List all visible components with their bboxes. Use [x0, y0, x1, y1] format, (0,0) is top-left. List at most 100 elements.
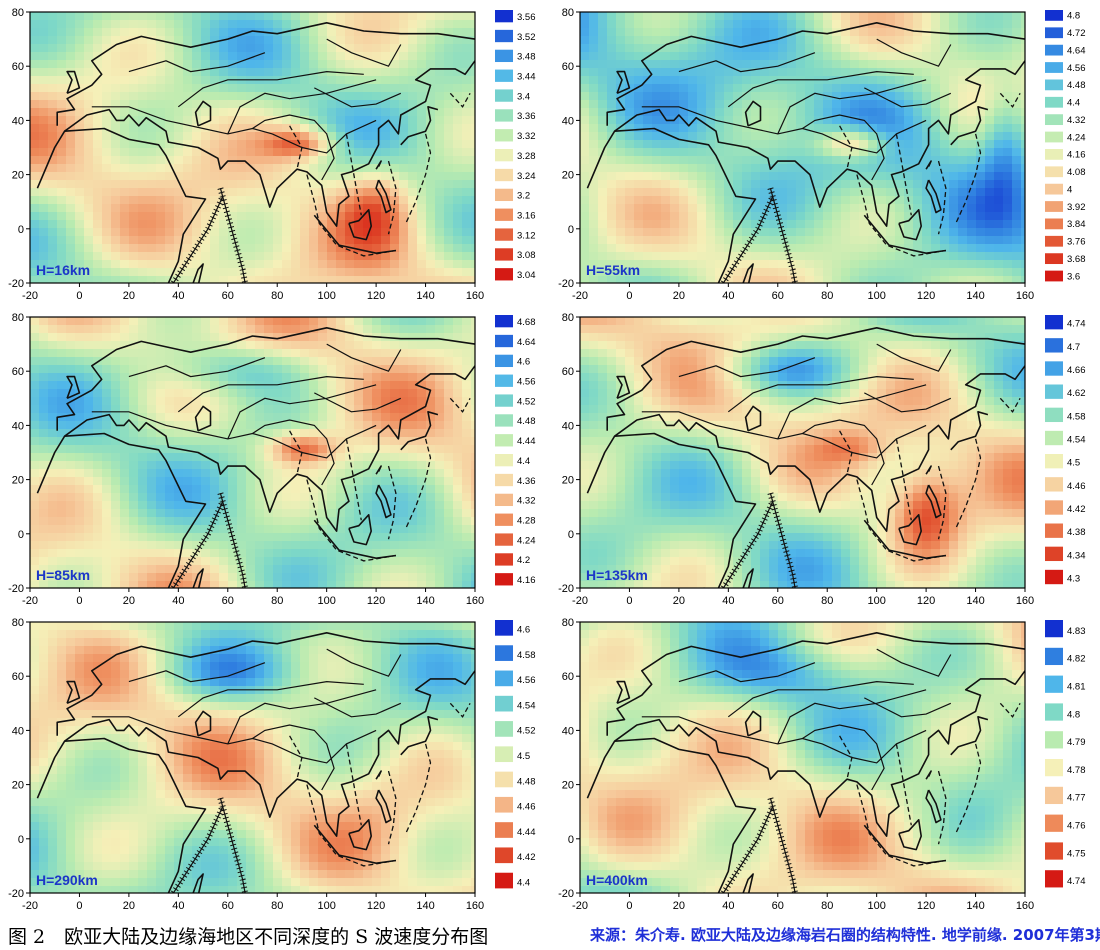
- colorbar-swatch: [495, 454, 513, 467]
- velocity-map-panel: -20 0 20 40 60 80 100 120 140 160 80 60 40 20 0 -20 H=85…: [0, 305, 550, 610]
- colorbar-swatch: [1045, 44, 1063, 56]
- colorbar-label: 3.12: [517, 230, 536, 241]
- colorbar-label: 4.48: [517, 416, 536, 427]
- x-tick-label: 60: [772, 595, 784, 607]
- x-tick-label: 80: [821, 595, 833, 607]
- depth-label: H=135km: [586, 567, 648, 583]
- colorbar-swatch: [495, 771, 513, 788]
- colorbar-label: 4.58: [517, 650, 536, 661]
- map-canvas: -20 0 20 40 60 80 100 120 140 160 80 60 40 20 0 -20 H=13…: [558, 312, 1086, 607]
- velocity-map-panel: -20 0 20 40 60 80 100 120 140 160 80 60 40 20 0 -20 H=55…: [550, 0, 1100, 305]
- colorbar: 4.68 4.64 4.6 4.56 4.52 4.48 4.44 4.4 4.36 4.32 4.…: [495, 315, 536, 586]
- x-tick-label: 120: [367, 900, 385, 912]
- colorbar-swatch: [495, 149, 513, 162]
- colorbar-swatch: [495, 695, 513, 712]
- x-tick-label: 40: [172, 595, 184, 607]
- x-tick-label: 160: [1016, 900, 1034, 912]
- coastline-overlay: [36, 22, 475, 283]
- x-tick-label: 160: [466, 900, 484, 912]
- x-tick-label: 0: [626, 900, 632, 912]
- colorbar-swatch: [1045, 235, 1063, 247]
- colorbar-swatch: [1045, 384, 1063, 399]
- colorbar-swatch: [1045, 870, 1063, 888]
- x-tick-label: 0: [76, 900, 82, 912]
- colorbar-label: 4.38: [1067, 527, 1086, 538]
- colorbar-swatch: [495, 168, 513, 182]
- colorbar-swatch: [1045, 218, 1063, 230]
- colorbar-swatch: [495, 109, 513, 122]
- colorbar-swatch: [1045, 759, 1063, 777]
- x-tick-label: 100: [867, 290, 885, 302]
- source-citation: 来源：朱介寿. 欧亚大陆及边缘海岩石圈的结构特性. 地学前缘. 2007年第3期: [590, 926, 1100, 944]
- colorbar-label: 4.24: [517, 535, 536, 546]
- x-tick-label: 60: [772, 900, 784, 912]
- x-tick-label: 80: [271, 595, 283, 607]
- colorbar-swatch: [1045, 131, 1063, 143]
- colorbar-swatch: [495, 670, 513, 687]
- colorbar-swatch: [495, 872, 513, 889]
- y-tick-label: 0: [568, 834, 574, 846]
- colorbar-swatch: [495, 89, 513, 102]
- y-tick-label: 40: [562, 115, 574, 127]
- coastline-overlay: [36, 632, 475, 893]
- x-tick-label: 140: [966, 595, 984, 607]
- y-tick-label: 60: [562, 61, 574, 73]
- x-tick-label: 100: [317, 595, 335, 607]
- y-tick-label: 40: [12, 420, 24, 432]
- velocity-field: [30, 622, 475, 893]
- x-tick-label: 120: [917, 290, 935, 302]
- colorbar-swatch: [1045, 546, 1063, 562]
- velocity-field: [580, 12, 1025, 283]
- y-tick-label: 40: [562, 725, 574, 737]
- colorbar-label: 4.32: [1067, 115, 1086, 126]
- x-tick-label: 80: [821, 900, 833, 912]
- velocity-map-panel: -20 0 20 40 60 80 100 120 140 160 80 60 40 20 0 -20 H=16…: [0, 0, 550, 305]
- colorbar-label: 4.08: [1067, 167, 1086, 178]
- colorbar-label: 4.82: [1067, 654, 1086, 665]
- colorbar-swatch: [495, 69, 513, 82]
- colorbar-label: 4.3: [1067, 573, 1080, 584]
- coastline-overlay: [586, 22, 1025, 283]
- colorbar-label: 4.66: [1067, 365, 1086, 376]
- colorbar-label: 4.46: [517, 802, 536, 813]
- colorbar-label: 3.24: [517, 171, 536, 182]
- colorbar-label: 4.78: [1067, 765, 1086, 776]
- colorbar-swatch: [1045, 96, 1063, 108]
- colorbar-label: 4.75: [1067, 848, 1086, 859]
- colorbar-label: 4.54: [517, 700, 536, 711]
- y-tick-label: 20: [562, 170, 574, 182]
- velocity-map-panel: -20 0 20 40 60 80 100 120 140 160 80 60 40 20 0 -20 H=29…: [0, 610, 550, 915]
- colorbar-swatch: [1045, 149, 1063, 160]
- colorbar-swatch: [1045, 338, 1063, 353]
- colorbar-swatch: [1045, 407, 1063, 423]
- colorbar-label: 4.58: [1067, 411, 1086, 422]
- velocity-field: [30, 12, 475, 283]
- x-tick-label: -20: [572, 595, 588, 607]
- y-tick-label: -20: [558, 583, 574, 595]
- velocity-map-panel: -20 0 20 40 60 80 100 120 140 160 80 60 40 20 0 -20 H=13…: [550, 305, 1100, 610]
- x-tick-label: 0: [626, 595, 632, 607]
- colorbar-swatch: [495, 473, 513, 487]
- coastline-overlay: [36, 327, 475, 588]
- colorbar-swatch: [1045, 270, 1063, 282]
- colorbar-label: 4.8: [1067, 709, 1080, 720]
- x-tick-label: 80: [821, 290, 833, 302]
- y-tick-label: -20: [8, 888, 24, 900]
- x-tick-label: 100: [867, 595, 885, 607]
- colorbar-label: 4.4: [1067, 98, 1080, 109]
- colorbar-label: 4.48: [517, 776, 536, 787]
- y-tick-label: 40: [12, 115, 24, 127]
- map-canvas: -20 0 20 40 60 80 100 120 140 160 80 60 40 20 0 -20 H=29…: [8, 617, 536, 912]
- x-tick-label: 0: [76, 290, 82, 302]
- map-frame: [29, 316, 476, 589]
- x-tick-label: 140: [966, 900, 984, 912]
- x-tick-label: 20: [673, 900, 685, 912]
- colorbar-label: 3.44: [517, 72, 536, 83]
- depth-label: H=400km: [586, 872, 648, 888]
- colorbar-label: 4.5: [1067, 458, 1080, 469]
- y-tick-label: 0: [18, 224, 24, 236]
- y-tick-label: 40: [12, 725, 24, 737]
- y-tick-label: 20: [562, 475, 574, 487]
- x-tick-label: 160: [466, 290, 484, 302]
- x-tick-label: 140: [416, 595, 434, 607]
